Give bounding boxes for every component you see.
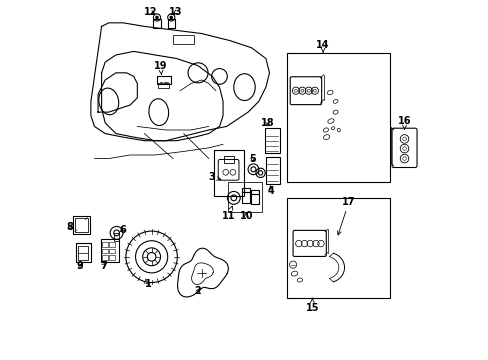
Bar: [286, 198, 389, 298]
Text: 5: 5: [249, 154, 256, 164]
Text: 16: 16: [397, 116, 410, 129]
Text: 17: 17: [337, 197, 355, 235]
Text: 4: 4: [267, 186, 274, 196]
Bar: [242, 188, 249, 192]
Bar: [224, 156, 233, 163]
Bar: [102, 255, 107, 260]
Bar: [158, 83, 168, 88]
Bar: [73, 216, 90, 234]
Bar: [109, 255, 115, 260]
Text: 7: 7: [100, 261, 106, 271]
Text: 15: 15: [305, 298, 319, 312]
Text: 14: 14: [316, 40, 329, 53]
Bar: [173, 35, 194, 44]
Bar: [286, 53, 389, 182]
Circle shape: [156, 17, 158, 18]
Bar: [264, 128, 279, 153]
Bar: [265, 157, 279, 184]
Bar: [114, 233, 119, 241]
Text: 6: 6: [119, 225, 125, 235]
Bar: [250, 194, 258, 204]
Text: 10: 10: [239, 211, 252, 221]
Text: 9: 9: [77, 261, 83, 271]
Bar: [214, 150, 244, 196]
Text: 3: 3: [208, 172, 221, 182]
Text: 2: 2: [194, 287, 201, 296]
Text: 1: 1: [144, 279, 151, 289]
Bar: [167, 19, 175, 28]
Text: 12: 12: [143, 7, 157, 17]
Text: 13: 13: [169, 7, 183, 17]
Bar: [157, 76, 170, 84]
Text: 8: 8: [66, 222, 73, 232]
Bar: [78, 246, 88, 260]
Text: 19: 19: [154, 61, 167, 75]
Bar: [76, 243, 91, 262]
Bar: [153, 19, 160, 28]
Bar: [101, 239, 119, 262]
Text: 18: 18: [261, 118, 274, 128]
Bar: [102, 242, 107, 247]
Bar: [109, 249, 115, 253]
Bar: [109, 242, 115, 247]
Bar: [75, 218, 87, 232]
Bar: [242, 192, 249, 203]
Bar: [228, 182, 262, 212]
Bar: [102, 249, 107, 253]
Bar: [250, 190, 258, 194]
Circle shape: [170, 17, 172, 18]
Text: 11: 11: [222, 206, 235, 221]
